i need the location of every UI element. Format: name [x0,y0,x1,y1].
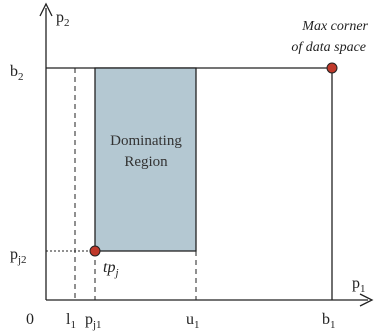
region-label-line2: Region [124,154,168,170]
point-tp-label: tpj [103,259,119,279]
y-tick-pj2: pj2 [10,246,27,266]
x-axis-label: p1 [352,275,366,295]
point-tp [89,245,101,257]
x-tick-u1: u1 [186,311,200,331]
x-axis-arrow-icon [359,293,374,307]
y-axis-arrow-icon [39,2,53,17]
max-corner-label-line1: Max corner [301,19,368,34]
point-max-corner [326,62,338,74]
y-axis-label: p2 [56,9,70,29]
x-tick-origin: 0 [26,311,34,328]
x-tick-pj1: pj1 [85,311,102,331]
y-tick-b2: b2 [10,63,24,83]
dominating-region [94,67,197,252]
max-corner-label-line2: of data space [291,40,366,55]
region-label-line1: Dominating [110,133,182,149]
x-tick-l1: l1 [66,311,76,331]
x-tick-b1: b1 [322,311,336,331]
